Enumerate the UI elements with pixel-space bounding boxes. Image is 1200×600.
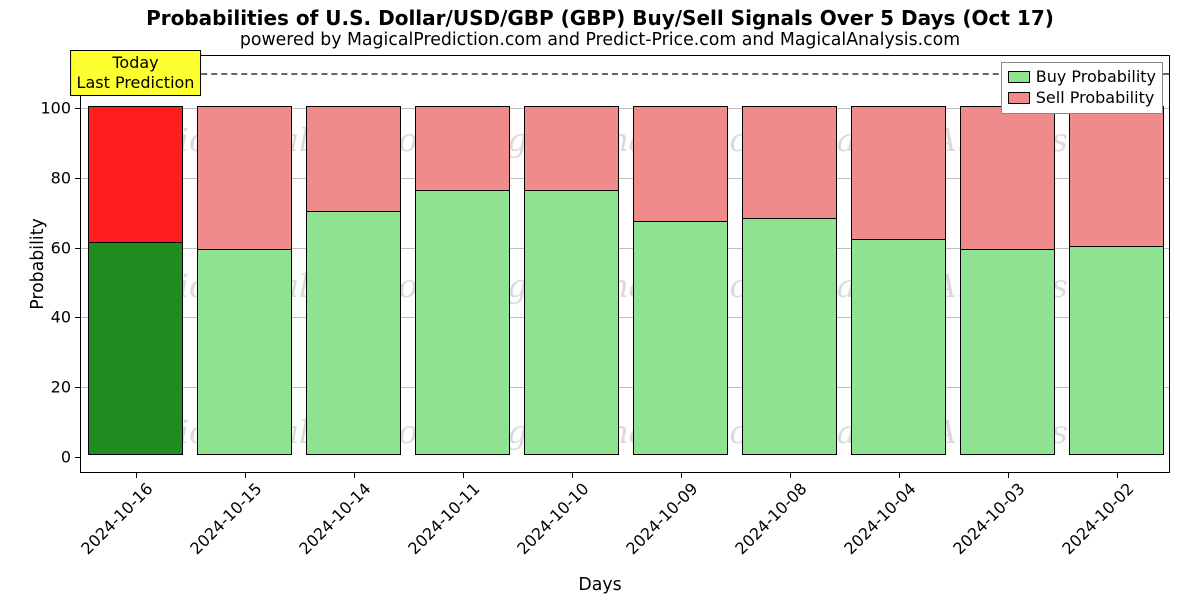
ytick-label: 20 <box>51 377 81 396</box>
legend-label: Buy Probability <box>1036 67 1156 88</box>
bar-group <box>415 106 511 454</box>
xtick-label: 2024-10-02 <box>1051 472 1137 558</box>
bar-buy <box>1069 246 1165 455</box>
bar-buy <box>88 242 184 454</box>
bar-buy <box>742 218 838 455</box>
bar-group <box>197 106 293 454</box>
xtick-label: 2024-10-09 <box>615 472 701 558</box>
ytick-label: 100 <box>40 99 81 118</box>
bar-buy <box>415 190 511 455</box>
legend-swatch <box>1008 92 1030 104</box>
bar-group <box>742 106 838 454</box>
bar-group <box>1069 106 1165 454</box>
today-annotation: Today Last Prediction <box>70 50 202 96</box>
bar-group <box>88 106 184 454</box>
bar-buy <box>851 239 947 455</box>
ytick-label: 0 <box>61 447 81 466</box>
ytick-label: 40 <box>51 308 81 327</box>
xtick-label: 2024-10-16 <box>70 472 156 558</box>
legend-label: Sell Probability <box>1036 88 1155 109</box>
ytick-label: 80 <box>51 168 81 187</box>
bar-buy <box>633 221 729 454</box>
bar-group <box>851 106 947 454</box>
annotation-line1: Today <box>112 53 158 72</box>
xtick-label: 2024-10-04 <box>833 472 919 558</box>
ytick-label: 60 <box>51 238 81 257</box>
chart-container: Probabilities of U.S. Dollar/USD/GBP (GB… <box>0 0 1200 600</box>
legend: Buy ProbabilitySell Probability <box>1001 62 1163 114</box>
xtick-label: 2024-10-03 <box>942 472 1028 558</box>
y-axis-label: Probability <box>28 218 48 310</box>
bar-group <box>633 106 729 454</box>
bar-group <box>306 106 402 454</box>
xtick-label: 2024-10-15 <box>179 472 265 558</box>
xtick-label: 2024-10-10 <box>506 472 592 558</box>
legend-item: Sell Probability <box>1008 88 1156 109</box>
chart-title: Probabilities of U.S. Dollar/USD/GBP (GB… <box>0 6 1200 30</box>
xtick-label: 2024-10-08 <box>724 472 810 558</box>
legend-swatch <box>1008 71 1030 83</box>
plot-area: MagicalAnalysis.comMagicalAnalysis.comMa… <box>80 55 1170 473</box>
bar-buy <box>524 190 620 455</box>
xtick-label: 2024-10-14 <box>288 472 374 558</box>
annotation-line2: Last Prediction <box>77 73 195 92</box>
legend-item: Buy Probability <box>1008 67 1156 88</box>
bar-group <box>524 106 620 454</box>
x-axis-label: Days <box>0 575 1200 595</box>
bar-buy <box>960 249 1056 455</box>
bar-buy <box>306 211 402 455</box>
chart-subtitle: powered by MagicalPrediction.com and Pre… <box>0 30 1200 50</box>
bar-buy <box>197 249 293 455</box>
xtick-label: 2024-10-11 <box>397 472 483 558</box>
bar-group <box>960 106 1056 454</box>
